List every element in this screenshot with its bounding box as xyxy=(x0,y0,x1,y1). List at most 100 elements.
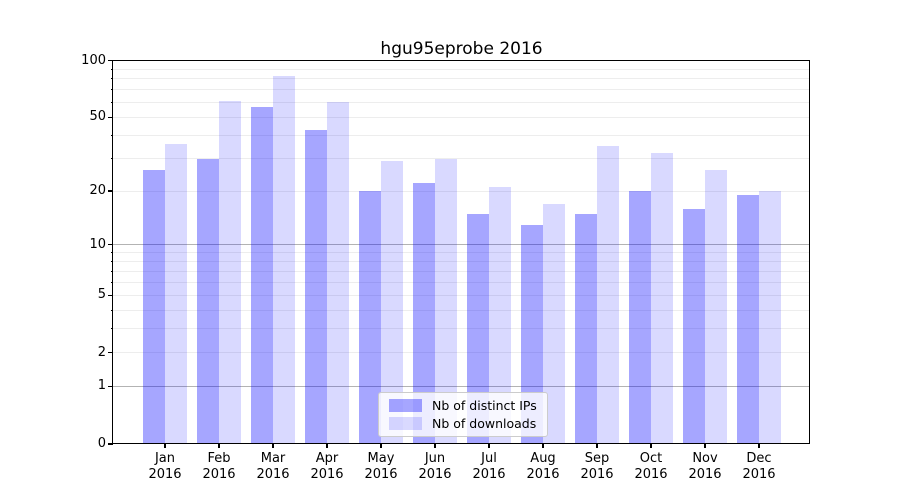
bar-downloads-sep xyxy=(597,146,619,444)
y-tick xyxy=(108,385,113,387)
x-tick-label: Sep 2016 xyxy=(580,451,614,482)
bar-downloads-apr xyxy=(327,102,349,444)
chart-title: hgu95eprobe 2016 xyxy=(380,39,543,59)
y-tick-label: 2 xyxy=(97,344,106,360)
minor-gridline xyxy=(113,294,810,296)
x-tick xyxy=(704,444,706,448)
bar-downloads-jan xyxy=(165,143,187,444)
bar-downloads-feb xyxy=(219,101,241,444)
bar-downloads-aug xyxy=(543,203,565,444)
y-minor-tick xyxy=(110,352,113,354)
minor-gridline xyxy=(113,101,810,103)
y-minor-tick xyxy=(110,270,113,272)
x-tick xyxy=(326,444,328,448)
y-tick xyxy=(108,244,113,246)
plot-area-frame xyxy=(112,60,810,444)
y-tick-label: 5 xyxy=(97,287,106,303)
x-tick-label: Jul 2016 xyxy=(472,451,506,482)
legend-item-downloads: Nb of downloads xyxy=(389,416,539,431)
major-gridline xyxy=(113,244,810,246)
minor-gridline xyxy=(113,328,810,330)
y-minor-tick xyxy=(110,135,113,136)
bar-distinct-ips-apr xyxy=(305,129,327,444)
minor-gridline xyxy=(113,260,810,262)
legend-label-downloads: Nb of downloads xyxy=(432,416,537,431)
y-tick-label: 10 xyxy=(89,236,106,252)
bar-downloads-may xyxy=(381,161,403,444)
minor-gridline xyxy=(113,68,810,70)
y-minor-tick xyxy=(110,78,113,80)
bar-distinct-ips-jun xyxy=(413,183,435,444)
bar-downloads-mar xyxy=(273,75,295,444)
x-tick xyxy=(380,444,382,448)
y-tick-label: 1 xyxy=(97,378,106,394)
legend: Nb of distinct IPs Nb of downloads xyxy=(378,392,548,437)
minor-gridline xyxy=(113,134,810,136)
bar-downloads-nov xyxy=(705,170,727,444)
y-minor-tick xyxy=(110,158,113,160)
bar-downloads-oct xyxy=(651,153,673,444)
x-tick xyxy=(596,444,598,448)
y-tick-label: 50 xyxy=(89,109,106,125)
x-tick-label: Nov 2016 xyxy=(688,451,722,482)
minor-gridline xyxy=(113,158,810,160)
legend-swatch-downloads xyxy=(389,417,422,430)
y-tick-label: 20 xyxy=(89,183,106,198)
minor-gridline xyxy=(113,116,810,118)
x-tick xyxy=(758,444,760,448)
y-minor-tick xyxy=(110,281,113,283)
bar-downloads-jul xyxy=(489,187,511,444)
bar-distinct-ips-may xyxy=(359,191,381,444)
y-minor-tick xyxy=(110,68,113,70)
y-minor-tick xyxy=(110,328,113,330)
minor-gridline xyxy=(113,252,810,254)
bar-distinct-ips-dec xyxy=(737,195,759,444)
y-tick xyxy=(108,59,113,62)
x-tick xyxy=(488,444,490,448)
bar-distinct-ips-mar xyxy=(251,106,273,444)
x-tick-label: Apr 2016 xyxy=(310,451,344,482)
minor-gridline xyxy=(113,270,810,272)
bar-distinct-ips-oct xyxy=(629,191,651,444)
minor-gridline xyxy=(113,78,810,80)
x-tick-label: Mar 2016 xyxy=(256,451,290,482)
minor-gridline xyxy=(113,281,810,283)
x-tick xyxy=(542,444,544,448)
bar-downloads-dec xyxy=(759,191,781,444)
x-tick-label: Jun 2016 xyxy=(418,451,452,482)
bar-distinct-ips-jul xyxy=(467,213,489,444)
x-tick-label: Dec 2016 xyxy=(742,451,776,482)
legend-label-distinct-ips: Nb of distinct IPs xyxy=(432,398,537,413)
bar-distinct-ips-aug xyxy=(521,224,543,444)
minor-gridline xyxy=(113,309,810,311)
bar-distinct-ips-jan xyxy=(143,170,165,444)
bar-distinct-ips-nov xyxy=(683,208,705,444)
x-tick-label: Aug 2016 xyxy=(526,451,560,482)
x-tick xyxy=(650,444,652,448)
bar-distinct-ips-sep xyxy=(575,213,597,444)
minor-gridline xyxy=(113,352,810,354)
y-tick-label: 0 xyxy=(97,436,106,451)
x-tick xyxy=(272,444,274,448)
x-tick-label: Oct 2016 xyxy=(634,451,668,482)
y-minor-tick xyxy=(110,102,113,103)
y-tick xyxy=(108,443,113,445)
legend-swatch-distinct-ips xyxy=(389,399,422,412)
x-tick xyxy=(164,444,166,448)
y-minor-tick xyxy=(110,294,113,296)
x-tick-label: May 2016 xyxy=(364,451,398,482)
y-minor-tick xyxy=(110,190,113,192)
x-tick-label: Jan 2016 xyxy=(148,451,182,482)
minor-gridline xyxy=(113,190,810,192)
y-minor-tick xyxy=(110,89,113,91)
y-minor-tick xyxy=(110,309,113,311)
y-minor-tick xyxy=(110,252,113,254)
x-tick xyxy=(434,444,436,448)
y-tick-label: 100 xyxy=(81,52,106,68)
legend-item-distinct-ips: Nb of distinct IPs xyxy=(389,398,539,413)
bar-distinct-ips-feb xyxy=(197,158,219,444)
